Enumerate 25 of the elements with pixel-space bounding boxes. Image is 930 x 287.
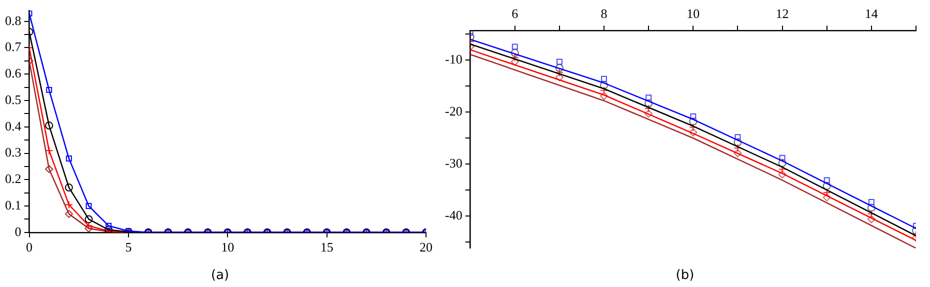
y-tick-label: -40 xyxy=(444,207,462,222)
y-tick-label: 0.4 xyxy=(5,118,22,134)
x-tick-label: 0 xyxy=(26,240,32,255)
y-tick-label: -10 xyxy=(444,52,462,67)
y-tick-label: 0.2 xyxy=(5,171,22,186)
y-tick-label: 0.8 xyxy=(5,12,22,28)
x-tick-label: 8 xyxy=(600,6,608,22)
y-tick-label: 0.3 xyxy=(5,144,22,160)
y-tick-label: 0.7 xyxy=(5,39,22,54)
x-tick-label: 5 xyxy=(125,240,132,255)
x-tick-label: 14 xyxy=(864,6,878,22)
x-tick-label: 12 xyxy=(776,6,789,22)
y-tick-label: 0.6 xyxy=(5,66,22,81)
x-axis-title: (b) xyxy=(674,268,696,283)
x-tick-label: 20 xyxy=(420,240,432,255)
y-tick-label: 0.5 xyxy=(5,92,22,107)
x-tick-label: 10 xyxy=(221,240,234,255)
y-tick-label: 0 xyxy=(14,224,22,239)
x-axis-title: (a) xyxy=(210,268,230,283)
x-tick-label: 6 xyxy=(512,6,519,22)
y-tick-label: 0.1 xyxy=(5,197,22,212)
y-tick-label: -20 xyxy=(444,104,462,119)
x-tick-label: 10 xyxy=(686,6,700,22)
x-tick-label: 15 xyxy=(320,240,334,255)
y-tick-label: -30 xyxy=(444,155,462,170)
